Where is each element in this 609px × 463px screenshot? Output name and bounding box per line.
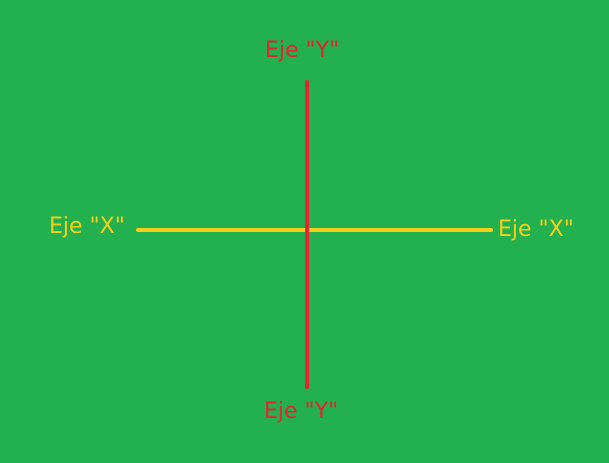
y-axis-label-top: Eje "Y" bbox=[265, 38, 340, 63]
y-axis-label-bottom: Eje "Y" bbox=[264, 399, 339, 424]
x-axis-label-left: Eje "X" bbox=[49, 214, 125, 239]
x-axis-label-right: Eje "X" bbox=[498, 217, 574, 242]
